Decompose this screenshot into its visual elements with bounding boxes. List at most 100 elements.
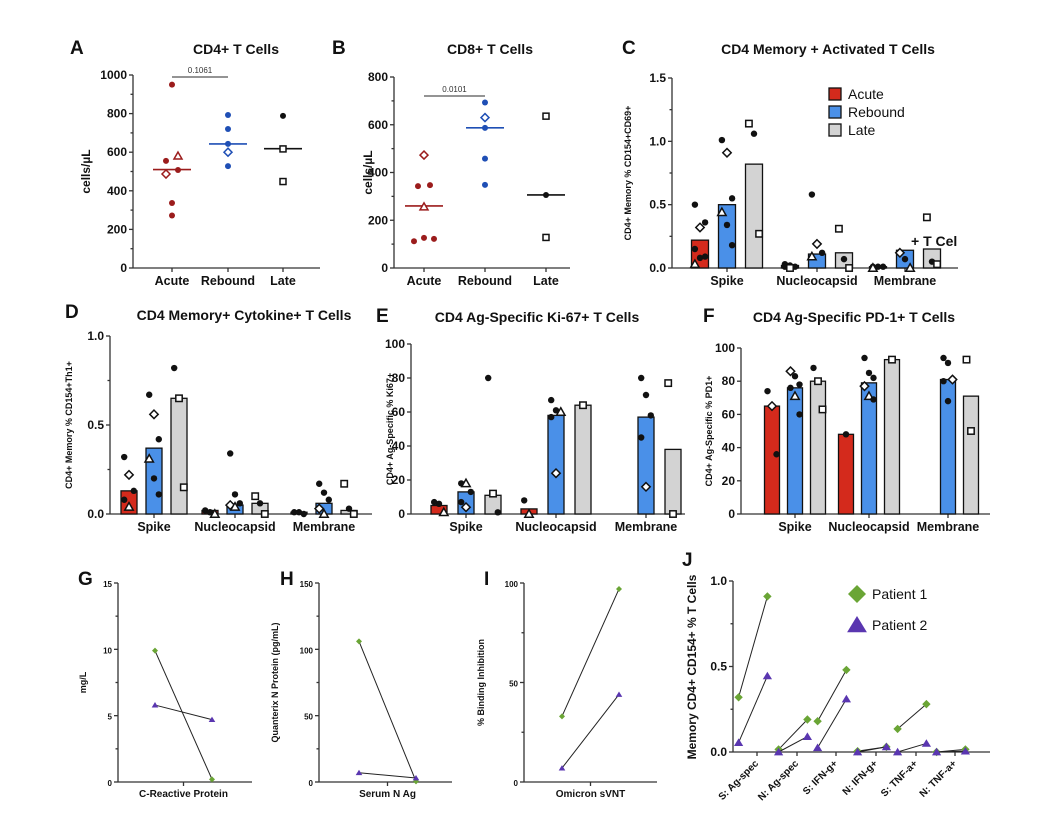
x-category-label: N: TNF-a+ — [918, 758, 959, 799]
panel-title: CD4 Ag-Specific PD-1+ T Cells — [753, 309, 955, 325]
data-point-square — [888, 355, 896, 364]
data-point-square — [579, 401, 587, 410]
pair-line — [738, 675, 768, 743]
data-point-triangle — [460, 477, 472, 488]
data-point-diamond — [766, 400, 778, 412]
bar-late — [170, 397, 188, 515]
data-point-dot — [901, 255, 909, 263]
bar-late — [574, 404, 592, 515]
data-point-dot — [773, 451, 780, 458]
data-point-dot — [787, 384, 794, 392]
bar-late — [883, 358, 901, 515]
y-axis-label: CD4+ Ag-Specific % PD1+ — [704, 376, 714, 487]
data-point-diamond — [148, 409, 160, 420]
data-point-dot — [467, 488, 474, 496]
data-point-square — [755, 229, 764, 238]
data-point-dot — [940, 378, 947, 385]
y-tick-label: 1000 — [100, 68, 127, 82]
x-category-label: Rebound — [458, 274, 512, 288]
y-tick-label: 80 — [392, 371, 406, 385]
bar-late — [962, 395, 980, 515]
y-tick-label: 40 — [392, 439, 406, 453]
data-point-square — [922, 213, 931, 222]
legend-label: Acute — [848, 86, 884, 102]
data-point-dot — [482, 155, 488, 162]
panel-j: 0.0 0.5 1.0 Memory CD4+ CD154+ % T Cells S: … — [685, 574, 990, 803]
data-point-dot — [458, 498, 465, 506]
x-category-label: Spike — [137, 520, 170, 534]
y-tick-label: 50 — [509, 680, 518, 689]
pair-line — [817, 669, 847, 722]
data-point-square — [179, 483, 188, 492]
data-point-dot — [431, 498, 438, 506]
overlay-text: + T Cel — [911, 233, 957, 249]
y-tick-label: 200 — [107, 222, 127, 236]
bar-rebound — [717, 204, 737, 269]
y-tick-label: 15 — [103, 580, 112, 589]
data-point-diamond — [418, 150, 430, 161]
panel-c: CD4 Memory + Activated T Cells 0.0 0.5 1.0 1… — [623, 41, 958, 288]
y-tick-label: 0.5 — [87, 418, 104, 432]
data-point-diamond — [694, 222, 706, 233]
data-point-dot — [295, 509, 303, 516]
data-point-triangle — [852, 747, 863, 756]
y-axis-label: Quanterix N Protein (pg/mL) — [270, 622, 280, 742]
data-point-dot — [879, 263, 887, 270]
data-point-diamond — [811, 238, 823, 250]
data-point-dot — [427, 182, 433, 189]
data-point-triangle — [558, 765, 566, 771]
data-point-dot — [225, 140, 231, 147]
data-point-square — [349, 510, 358, 518]
y-tick-label: 20 — [722, 474, 736, 488]
x-axis-label: C-Reactive Protein — [139, 789, 228, 800]
panel-title: CD4+ T Cells — [193, 41, 279, 57]
bar-rebound — [860, 382, 878, 515]
y-axis-label: cells/µL — [79, 149, 93, 193]
bar-rebound — [547, 414, 565, 515]
bar-late — [664, 448, 682, 515]
bar-late — [809, 380, 827, 515]
y-tick-label: 600 — [368, 118, 388, 132]
data-point-triangle — [615, 691, 623, 697]
y-tick-label: 400 — [107, 184, 127, 198]
data-point-triangle — [172, 150, 184, 160]
data-point-diamond — [859, 380, 870, 392]
pair-line — [738, 596, 768, 698]
panel-b: CD8+ T Cells 0 200 400 600 800 cells/µL Acute Re… — [361, 41, 570, 288]
y-tick-label: 1.0 — [649, 134, 666, 148]
y-axis-label: CD4+ Ag-Specific % Ki67+ — [385, 373, 395, 485]
x-category-label: Nucleocapsid — [776, 274, 857, 288]
data-point-dot — [485, 374, 492, 382]
y-tick-label: 5 — [108, 713, 113, 722]
data-point-dot — [840, 255, 848, 263]
panel-f: CD4 Ag-Specific PD-1+ T Cells 0 20 40 60 80 10… — [704, 309, 990, 534]
y-tick-label: 40 — [722, 441, 736, 455]
data-point-diamond — [640, 481, 652, 493]
data-point-triangle — [921, 739, 932, 747]
data-point-dot — [791, 373, 799, 380]
data-point-dot — [750, 130, 758, 137]
y-tick-label: 60 — [722, 407, 736, 421]
data-point-dot — [431, 235, 437, 242]
data-point-diamond — [222, 147, 234, 158]
data-point-diamond — [123, 469, 135, 481]
pair-line — [857, 746, 887, 753]
data-point-dot — [874, 263, 882, 270]
y-tick-label: 0.0 — [710, 745, 727, 759]
y-axis-label: CD4+ Memory % CD154+CD69+ — [623, 106, 633, 241]
bar-rebound — [786, 387, 804, 515]
y-axis-label: cells/µL — [361, 150, 375, 194]
y-tick-label: 10 — [103, 646, 112, 655]
y-axis-label: Memory CD4+ CD154+ % T Cells — [685, 574, 699, 759]
y-tick-label: 100 — [505, 580, 519, 589]
data-point-diamond — [550, 467, 562, 479]
panel-title: CD4 Ag-Specific Ki-67+ T Cells — [435, 309, 640, 325]
x-category-label: Nucleocapsid — [828, 520, 909, 534]
bar-rebound — [637, 416, 655, 515]
y-tick-label: 60 — [392, 405, 406, 419]
data-point-triangle — [867, 262, 879, 272]
data-point-dot — [718, 136, 726, 144]
data-point-dot — [808, 191, 816, 198]
data-point-diamond — [922, 699, 931, 709]
y-tick-label: 0.5 — [710, 660, 727, 674]
